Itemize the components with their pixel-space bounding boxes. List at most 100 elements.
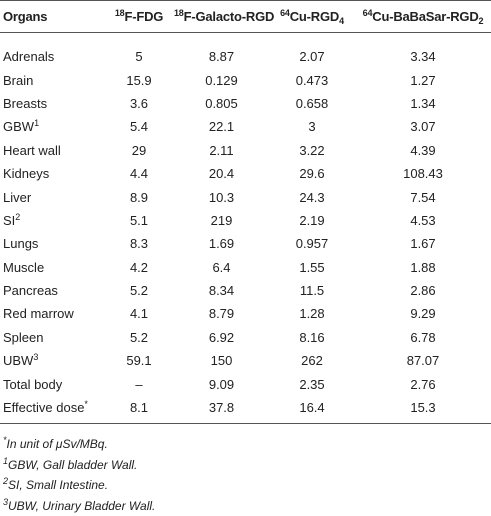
column-header: 64Cu-BaBaSar-RGD2 bbox=[355, 1, 491, 33]
text-segment: F-Galacto-RGD bbox=[183, 9, 275, 24]
value-cell: 11.5 bbox=[299, 283, 325, 299]
organ-cell: Kidneys bbox=[0, 162, 104, 185]
value-cell: 87.07 bbox=[406, 353, 440, 369]
organ-cell: Pancreas bbox=[0, 279, 104, 302]
text-segment: 1 bbox=[34, 118, 40, 129]
value-cell: 8.34 bbox=[208, 283, 235, 299]
organ-cell: Heart wall bbox=[0, 139, 104, 162]
value-cell: 1.67 bbox=[410, 236, 436, 252]
text-segment: UBW bbox=[3, 353, 34, 369]
column-header: 18F-Galacto-RGD bbox=[174, 1, 274, 33]
table-row: Lungs 8.3 1.69 0.957 1.67 bbox=[0, 232, 491, 255]
value-cell: 3.6 bbox=[129, 95, 149, 111]
value-cell: 3.34 bbox=[410, 49, 436, 65]
text-segment: 64 bbox=[362, 8, 373, 18]
text-segment: 18 bbox=[114, 8, 125, 18]
organ-cell: Muscle bbox=[0, 256, 104, 279]
text-segment: Liver bbox=[3, 189, 32, 205]
text-segment: UBW, Urinary Bladder Wall. bbox=[8, 498, 156, 513]
value-cell: 1.55 bbox=[299, 259, 325, 275]
text-segment: Cu-RGD bbox=[289, 9, 340, 24]
value-cell: 15.9 bbox=[126, 72, 152, 88]
value-cell: 6.4 bbox=[212, 259, 231, 275]
table-row: Total body – 9.09 2.35 2.76 bbox=[0, 372, 491, 395]
table-row: Red marrow 4.1 8.79 1.28 9.29 bbox=[0, 302, 491, 325]
organ-cell: Adrenals bbox=[0, 33, 104, 69]
organ-cell: Brain bbox=[0, 68, 104, 91]
text-segment: Adrenals bbox=[3, 49, 55, 65]
value-cell: 16.4 bbox=[299, 400, 325, 416]
value-cell: 8.3 bbox=[129, 236, 149, 252]
text-segment: Total body bbox=[3, 376, 63, 392]
organ-cell: Spleen bbox=[0, 326, 104, 349]
value-cell: 262 bbox=[301, 353, 323, 369]
header-row: Organs 18F-FDG 18F-Galacto-RGD 64Cu-RGD4 64C… bbox=[0, 0, 491, 33]
table-row: Muscle 4.2 6.4 1.55 1.88 bbox=[0, 256, 491, 279]
table-body: Adrenals 5 8.87 2.07 3.34 Brain 15.9 0.129 0.473… bbox=[0, 33, 491, 424]
value-cell: 29 bbox=[131, 142, 147, 158]
footnote: *In unit of μSv/MBq. bbox=[3, 434, 491, 455]
table-row: Heart wall 29 2.11 3.22 4.39 bbox=[0, 139, 491, 162]
table-row: Spleen 5.2 6.92 8.16 6.78 bbox=[0, 326, 491, 349]
value-cell: 8.79 bbox=[208, 306, 235, 322]
value-cell: 2.35 bbox=[299, 376, 325, 392]
text-segment: Effective dose bbox=[3, 400, 85, 416]
value-cell: 1.28 bbox=[299, 306, 325, 322]
value-cell: 2.76 bbox=[410, 376, 436, 392]
dose-table: Organs 18F-FDG 18F-Galacto-RGD 64Cu-RGD4 64C… bbox=[0, 0, 491, 424]
value-cell: 7.54 bbox=[410, 189, 436, 205]
value-cell: 4.2 bbox=[129, 259, 149, 275]
text-segment: SI, Small Intestine. bbox=[8, 478, 109, 493]
column-header: 64Cu-RGD4 bbox=[269, 1, 355, 33]
value-cell: 6.78 bbox=[410, 329, 436, 345]
value-cell: 4.1 bbox=[129, 306, 149, 322]
value-cell: 108.43 bbox=[403, 166, 443, 182]
text-segment: 2 bbox=[478, 16, 484, 26]
organ-cell: Effective dose* bbox=[0, 396, 104, 424]
text-segment: * bbox=[84, 399, 88, 410]
organ-cell: Total body bbox=[0, 372, 104, 395]
text-segment: 64 bbox=[280, 8, 290, 18]
organ-cell: SI2 bbox=[0, 209, 104, 232]
table-row: Brain 15.9 0.129 0.473 1.27 bbox=[0, 68, 491, 91]
footnotes: *In unit of μSv/MBq. 1GBW, Gall bladder W… bbox=[0, 434, 491, 516]
text-segment: 2 bbox=[3, 476, 9, 487]
value-cell: 8.9 bbox=[129, 189, 149, 205]
text-segment: Cu-BaBaSar-RGD bbox=[372, 9, 479, 24]
footnote: 2SI, Small Intestine. bbox=[3, 475, 491, 496]
value-cell: 1.88 bbox=[410, 259, 436, 275]
text-segment: Breasts bbox=[3, 95, 48, 111]
table-header: Organs 18F-FDG 18F-Galacto-RGD 64Cu-RGD4 64C… bbox=[0, 0, 491, 33]
value-cell: 59.1 bbox=[126, 353, 152, 369]
table-row: GBW1 5.4 22.1 3 3.07 bbox=[0, 115, 491, 138]
table-row: Breasts 3.6 0.805 0.658 1.34 bbox=[0, 92, 491, 115]
table-row: SI2 5.1 219 2.19 4.53 bbox=[0, 209, 491, 232]
organ-cell: Liver bbox=[0, 185, 104, 208]
column-header: Organs bbox=[0, 1, 104, 33]
text-segment: 1 bbox=[3, 455, 9, 466]
organ-cell: UBW3 bbox=[0, 349, 104, 372]
text-segment: SI bbox=[3, 212, 16, 228]
value-cell: 6.92 bbox=[208, 329, 235, 345]
value-cell: 8.16 bbox=[299, 329, 325, 345]
text-segment: Lungs bbox=[3, 236, 39, 252]
organ-cell: Breasts bbox=[0, 92, 104, 115]
value-cell: 22.1 bbox=[208, 119, 235, 135]
text-segment: Kidneys bbox=[3, 166, 50, 182]
value-cell: 5.1 bbox=[129, 212, 149, 228]
text-segment: 2 bbox=[15, 211, 21, 222]
value-cell: 5 bbox=[135, 49, 143, 65]
footnote: 3UBW, Urinary Bladder Wall. bbox=[3, 496, 491, 516]
value-cell: 1.69 bbox=[208, 236, 235, 252]
value-cell: 0.957 bbox=[295, 236, 329, 252]
value-cell: 4.4 bbox=[129, 166, 149, 182]
value-cell: 219 bbox=[210, 212, 233, 228]
text-segment: * bbox=[3, 435, 7, 446]
value-cell: 5.2 bbox=[129, 283, 149, 299]
value-cell: 2.11 bbox=[209, 142, 234, 158]
value-cell: 150 bbox=[210, 353, 233, 369]
text-segment: 3 bbox=[3, 496, 9, 507]
column-header: 18F-FDG bbox=[104, 1, 174, 33]
text-segment: Red marrow bbox=[3, 306, 74, 322]
